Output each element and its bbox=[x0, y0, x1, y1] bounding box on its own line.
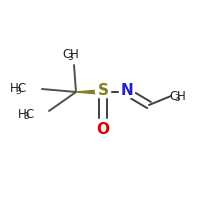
Text: 3: 3 bbox=[23, 112, 29, 121]
Text: C: C bbox=[18, 82, 26, 95]
Text: N: N bbox=[121, 83, 133, 98]
Circle shape bbox=[95, 121, 111, 137]
Text: C: C bbox=[62, 48, 70, 62]
Text: H: H bbox=[69, 48, 78, 62]
Text: C: C bbox=[169, 90, 177, 102]
Polygon shape bbox=[76, 90, 103, 94]
Circle shape bbox=[95, 83, 111, 99]
Text: S: S bbox=[98, 83, 108, 98]
Text: 3: 3 bbox=[15, 87, 21, 96]
Text: H: H bbox=[10, 82, 19, 95]
Text: H: H bbox=[18, 108, 27, 120]
Circle shape bbox=[119, 83, 135, 99]
Text: H: H bbox=[176, 90, 185, 102]
Text: C: C bbox=[26, 108, 34, 120]
Text: 3: 3 bbox=[174, 94, 180, 103]
Text: O: O bbox=[96, 121, 110, 136]
Text: 3: 3 bbox=[67, 53, 73, 62]
